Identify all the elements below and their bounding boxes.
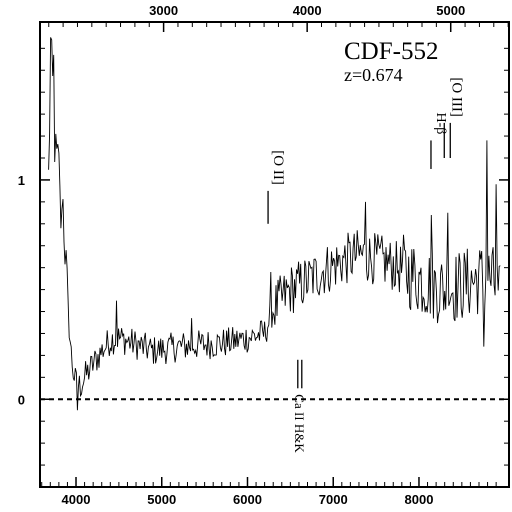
- top-tick-label: 5000: [436, 3, 465, 18]
- oiii-label: [O III]: [448, 77, 464, 117]
- spectrum-series: [48, 37, 501, 411]
- y-tick-label: 0: [18, 392, 25, 407]
- ca-hk-label: Ca II H&K: [292, 394, 307, 453]
- x-tick-label: 4000: [62, 492, 91, 507]
- chart-marks: 4000 5000 6000 7000 8000 3000 4000 5000 0 1 [O II]…: [18, 3, 509, 507]
- x-tick-label: 6000: [233, 492, 262, 507]
- chart-subtitle: z=0.674: [344, 65, 403, 85]
- top-tick-label: 4000: [293, 3, 322, 18]
- plot-frame: [39, 21, 510, 488]
- x-tick-label: 8000: [405, 492, 434, 507]
- x-tick-label: 5000: [147, 492, 176, 507]
- y-tick-label: 1: [18, 173, 25, 188]
- hbeta-label: H-β: [433, 113, 448, 135]
- chart-title: CDF-552: [344, 38, 438, 65]
- top-tick-label: 3000: [149, 3, 178, 18]
- oii-label: [O II]: [270, 150, 286, 185]
- x-tick-label: 7000: [319, 492, 348, 507]
